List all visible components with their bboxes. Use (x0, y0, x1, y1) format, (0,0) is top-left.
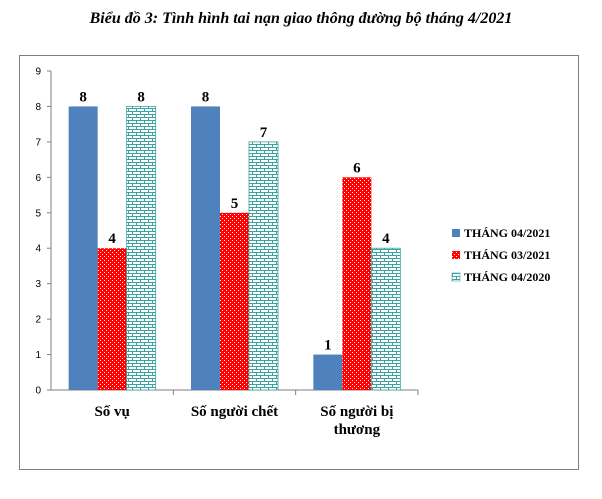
bar-1-2 (191, 106, 220, 390)
x-category-label: Số người bị (320, 404, 393, 420)
bar-2-2 (220, 212, 249, 390)
data-label: 4 (382, 231, 390, 247)
data-label: 6 (353, 160, 361, 176)
data-label: 8 (137, 89, 145, 105)
y-tick-label: 6 (35, 173, 41, 184)
y-tick-label: 1 (35, 350, 41, 361)
data-label: 8 (202, 89, 210, 105)
data-label: 5 (231, 196, 239, 212)
bar-3-3 (370, 247, 401, 391)
x-category-label: Số người chết (191, 404, 278, 420)
legend-swatch-1 (452, 229, 460, 237)
bar-1-1 (68, 106, 98, 390)
legend-swatch-2 (452, 251, 460, 259)
y-tick-label: 8 (35, 102, 41, 113)
y-tick-label: 9 (35, 67, 41, 78)
y-tick-label: 7 (35, 137, 41, 148)
data-label: 4 (108, 231, 116, 247)
chart-title: Biểu đồ 3: Tình hình tai nạn giao thông … (89, 10, 513, 27)
data-label: 7 (260, 125, 268, 141)
x-category-label: Số vụ (94, 404, 129, 420)
bar-2-1 (97, 248, 127, 390)
legend-label-1: THÁNG 04/2021 (464, 226, 550, 240)
legend-swatch-3 (451, 272, 461, 282)
y-tick-label: 2 (35, 315, 41, 326)
y-tick-label: 3 (35, 279, 41, 290)
bar-3-1 (126, 106, 157, 391)
y-tick-label: 5 (35, 208, 41, 219)
data-label: 8 (79, 89, 87, 105)
legend-label-2: THÁNG 03/2021 (464, 248, 550, 262)
bar-2-3 (342, 177, 372, 390)
y-tick-label: 0 (35, 386, 41, 397)
data-label: 1 (324, 338, 332, 354)
legend-label-3: THÁNG 04/2020 (464, 270, 550, 284)
bar-1-3 (313, 354, 343, 390)
y-tick-label: 4 (35, 244, 41, 255)
bar-3-2 (248, 141, 279, 391)
x-category-label: thương (334, 422, 381, 438)
chart-frame (19, 55, 579, 470)
